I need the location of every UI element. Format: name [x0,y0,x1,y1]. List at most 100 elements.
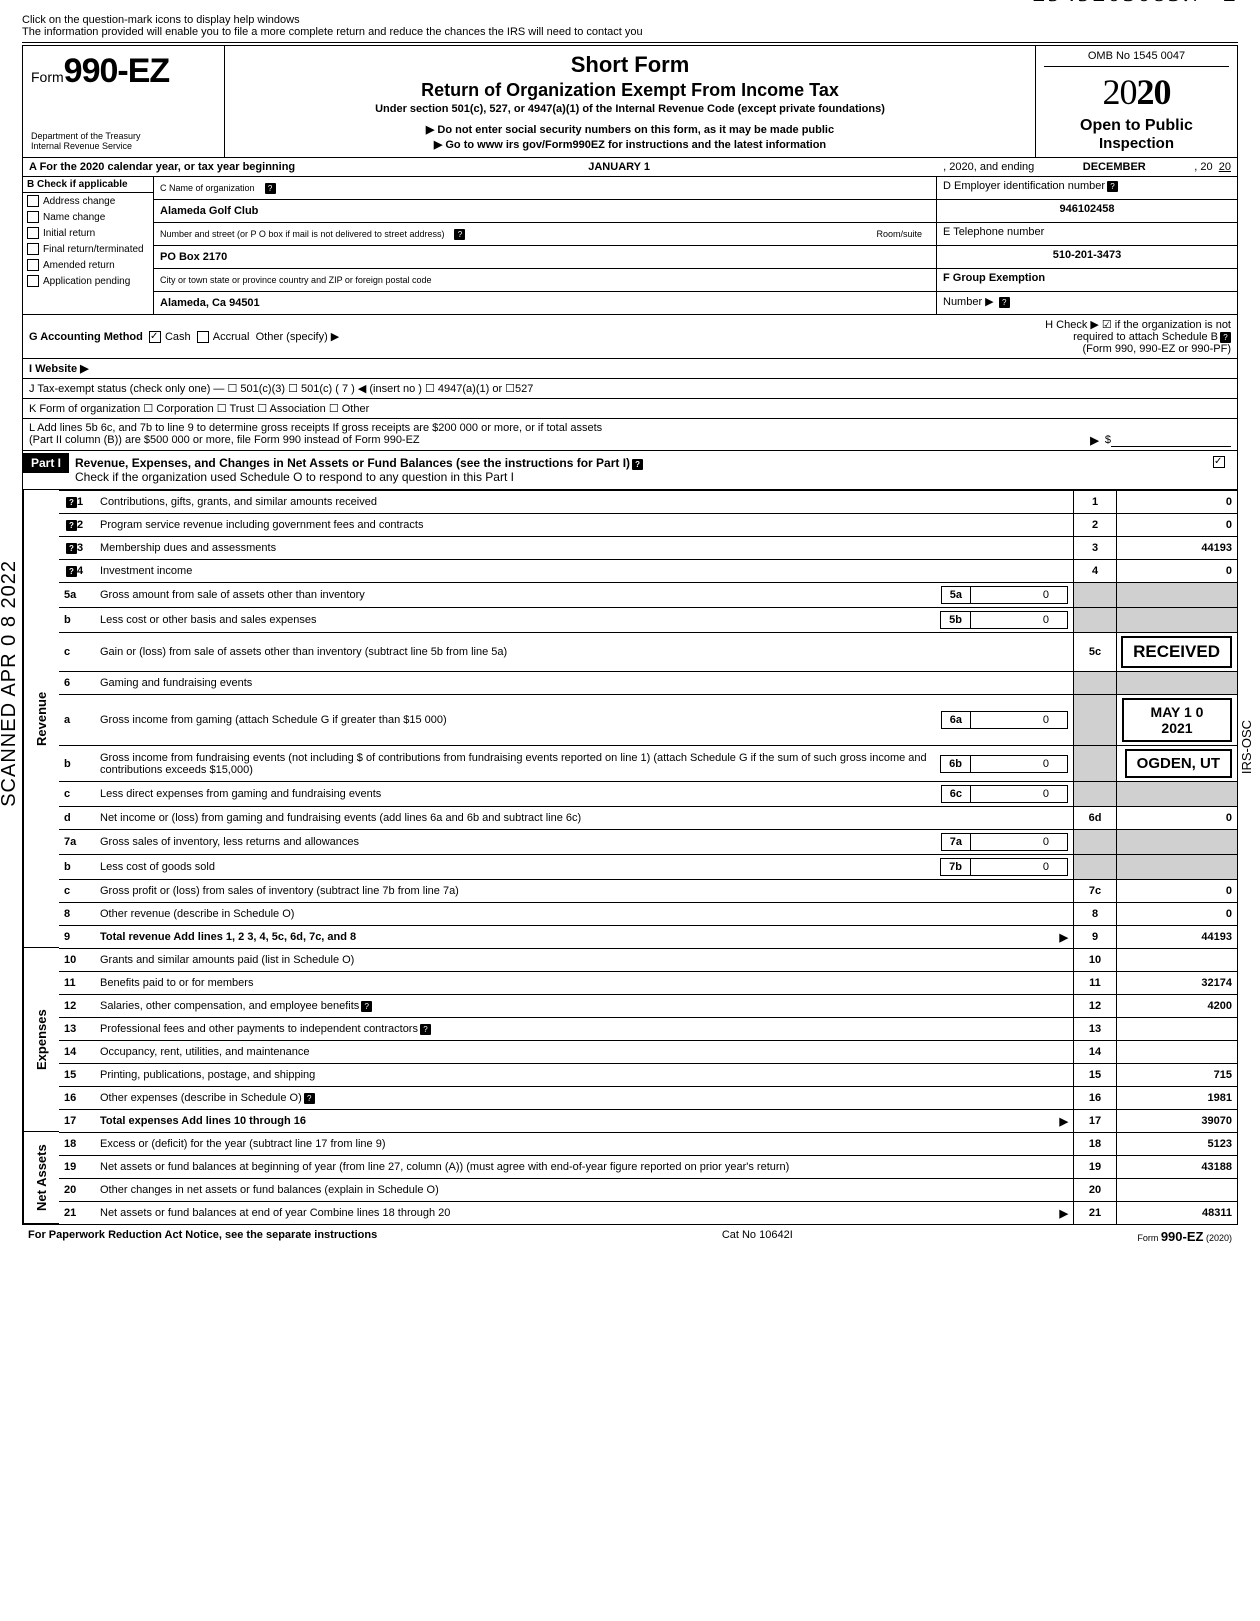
phone: 510-201-3473 [937,246,1237,269]
line-val-6d: 0 [1117,806,1237,829]
scanned-stamp: SCANNED APR 0 8 2022 [0,560,21,807]
line-desc-2: Program service revenue including govern… [95,513,1073,536]
form-990ez: Form990-EZ Department of the Treasury In… [22,45,1238,1225]
shaded [1073,694,1117,745]
line-desc-c: Less direct expenses from gaming and fun… [95,781,1073,806]
line-num-5a: 5a [59,582,95,607]
line-val-9: 44193 [1117,925,1237,948]
line-desc-5a: Gross amount from sale of assets other t… [95,582,1073,607]
dept-irs: Internal Revenue Service [31,141,216,151]
line-num-10: 10 [59,948,95,971]
help-icon[interactable]: ? [999,297,1010,308]
line-cell-5c: 5c [1073,632,1117,671]
line-desc-12: Salaries, other compensation, and employ… [95,994,1073,1017]
line-num-4: ? 4 [59,559,95,582]
checkbox-name-change[interactable]: Name change [23,209,153,225]
line-cell-3: 3 [1073,536,1117,559]
shaded [1117,671,1237,694]
shaded [1117,781,1237,806]
line-num-d: d [59,806,95,829]
line-cell-4: 4 [1073,559,1117,582]
help-icon[interactable]: ? [265,183,276,194]
tax-year: 2020 [1044,71,1229,113]
line-desc-15: Printing, publications, postage, and shi… [95,1063,1073,1086]
shaded: OGDEN, UT [1117,745,1237,781]
help-icon[interactable]: ? [632,459,643,470]
shaded [1073,854,1117,879]
omb-number: OMB No 1545 0047 [1044,50,1229,67]
line-desc-9: Total revenue Add lines 1, 2 3, 4, 5c, 6… [95,925,1073,948]
line-cell-8: 8 [1073,902,1117,925]
line-desc-10: Grants and similar amounts paid (list in… [95,948,1073,971]
line-desc-13: Professional fees and other payments to … [95,1017,1073,1040]
checkbox-cash[interactable] [149,331,161,343]
line-desc-6: Gaming and fundraising events [95,671,1073,694]
line-num-c: c [59,781,95,806]
help-icon[interactable]: ? [1107,181,1118,192]
line-num-13: 13 [59,1017,95,1040]
shaded [1117,582,1237,607]
line-num-19: 19 [59,1155,95,1178]
line-num-1: ? 1 [59,490,95,513]
line-num-14: 14 [59,1040,95,1063]
line-val-13 [1117,1017,1237,1040]
line-cell-15: 15 [1073,1063,1117,1086]
line-cell-19: 19 [1073,1155,1117,1178]
help-icon[interactable]: ? [1220,332,1231,343]
row-i-website: I Website ▶ [23,359,1237,379]
checkbox-initial-return[interactable]: Initial return [23,225,153,241]
city-state-zip: Alameda, Ca 94501 [160,297,260,309]
block-b-checkboxes: B Check if applicable Address changeName… [23,177,154,314]
checkbox-amended-return[interactable]: Amended return [23,257,153,273]
block-c-org-info: C Name of organization? Alameda Golf Clu… [154,177,937,314]
form-number: Form990-EZ [31,52,216,91]
line-cell-16: 16 [1073,1086,1117,1109]
shaded [1073,671,1117,694]
shaded [1117,854,1237,879]
line-num-b: b [59,745,95,781]
goto-link: ▶ Go to www irs gov/Form990EZ for instru… [233,138,1027,151]
line-num-18: 18 [59,1132,95,1155]
line-cell-6d: 6d [1073,806,1117,829]
row-k-form-org: K Form of organization ☐ Corporation ☐ T… [23,399,1237,419]
page-footer: For Paperwork Reduction Act Notice, see … [22,1225,1238,1248]
line-desc-20: Other changes in net assets or fund bala… [95,1178,1073,1201]
line-desc-b: Gross income from fundraising events (no… [95,745,1073,781]
line-num-b: b [59,607,95,632]
row-j-tax-exempt: J Tax-exempt status (check only one) — ☐… [23,379,1237,399]
section-expenses: Expenses [23,948,59,1132]
row-g-accounting: G Accounting Method Cash Accrual Other (… [23,315,1237,359]
line-num-12: 12 [59,994,95,1017]
line-cell-13: 13 [1073,1017,1117,1040]
line-val-15: 715 [1117,1063,1237,1086]
line-val-11: 32174 [1117,971,1237,994]
checkbox-address-change[interactable]: Address change [23,193,153,209]
line-num-c: c [59,879,95,902]
line-cell-9: 9 [1073,925,1117,948]
shaded [1117,829,1237,854]
line-desc-16: Other expenses (describe in Schedule O) … [95,1086,1073,1109]
line-num-a: a [59,694,95,745]
help-icon[interactable]: ? [454,229,465,240]
top-instructions: Click on the question-mark icons to disp… [22,14,1238,43]
checkbox-schedule-o[interactable] [1213,456,1225,468]
po-box: PO Box 2170 [160,251,227,263]
checkbox-application-pending[interactable]: Application pending [23,273,153,289]
section-net-assets: Net Assets [23,1132,59,1224]
line-num-6: 6 [59,671,95,694]
dept-treasury: Department of the Treasury [31,131,216,141]
line-cell-10: 10 [1073,948,1117,971]
line-num-17: 17 [59,1109,95,1132]
shaded [1073,607,1117,632]
line-val-1: 0 [1117,490,1237,513]
irs-osc-stamp: IRS-OSC [1239,720,1254,774]
main-title: Return of Organization Exempt From Incom… [233,80,1027,101]
handwritten-number: 2949205085.7 2 [22,0,1238,8]
line-num-3: ? 3 [59,536,95,559]
line-val-8: 0 [1117,902,1237,925]
ein: 946102458 [937,200,1237,223]
line-desc-b: Less cost or other basis and sales expen… [95,607,1073,632]
line-cell-18: 18 [1073,1132,1117,1155]
checkbox-final-return-terminated[interactable]: Final return/terminated [23,241,153,257]
checkbox-accrual[interactable] [197,331,209,343]
